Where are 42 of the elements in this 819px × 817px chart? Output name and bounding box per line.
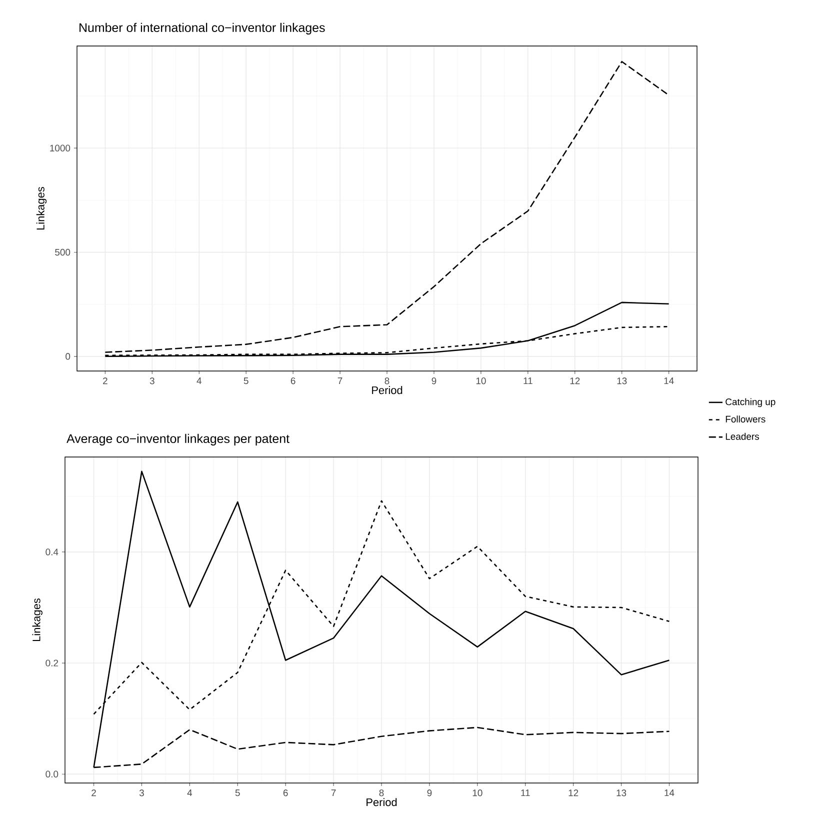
x-tick-label: 14 [664,790,674,796]
x-tick-label: 6 [283,790,288,796]
x-axis-title: Period [366,798,397,806]
x-tick-label: 4 [196,378,202,384]
chart-title: Number of international co−inventor linkages [80,22,325,34]
x-tick-label: 2 [92,790,96,796]
x-tick-label: 11 [521,790,530,796]
x-tick-label: 9 [432,378,436,384]
x-tick-label: 8 [379,790,384,796]
y-tick-label: 0.2 [46,660,58,666]
x-tick-label: 2 [103,378,108,384]
y-tick-label: 1000 [50,144,70,152]
x-tick-label: 12 [568,790,578,796]
x-tick-label: 12 [570,378,580,384]
y-axis-title: Linkages [36,186,47,230]
line-series [104,60,670,353]
x-tick-label: 11 [524,378,532,384]
x-axis-title: Period [372,386,402,394]
x-tick-label: 4 [187,790,192,796]
y-axis-title: Linkages [32,598,42,642]
x-tick-label: 7 [338,378,342,384]
legend-label: Catching up [726,398,776,408]
x-tick-label: 10 [476,378,486,384]
x-tick-label: 6 [290,378,296,384]
chart-title: Average co−inventor linkages per patent [66,434,290,446]
x-tick-label: 8 [384,378,390,384]
legend-label: Leaders [726,432,760,440]
y-tick-label: 0.0 [46,770,58,778]
x-tick-label: 13 [616,790,626,796]
y-tick-label: 0.4 [46,548,58,556]
x-tick-label: 7 [331,790,336,796]
x-tick-label: 9 [427,790,432,796]
legend-label: Followers [726,416,766,423]
x-tick-label: 10 [472,790,482,796]
x-tick-label: 5 [235,790,240,796]
x-tick-label: 5 [244,378,248,384]
x-tick-label: 3 [150,378,154,384]
x-tick-label: 14 [664,378,674,384]
x-tick-label: 3 [139,790,144,796]
y-tick-label: 0 [66,353,70,360]
y-tick-label: 500 [55,248,70,256]
x-tick-label: 13 [617,378,627,384]
